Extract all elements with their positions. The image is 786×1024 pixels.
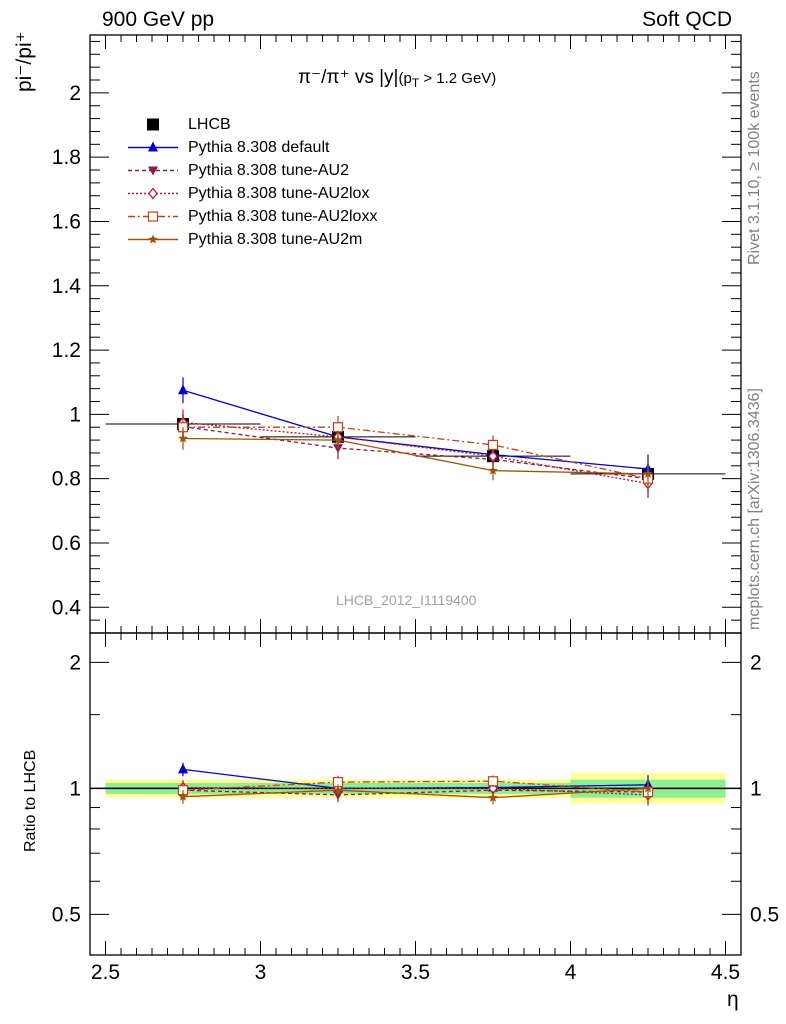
ratio-point <box>178 791 188 801</box>
legend-label: Pythia 8.308 tune-AU2loxx <box>188 208 378 225</box>
series-line <box>182 437 649 475</box>
series-5 <box>178 427 653 487</box>
main-axis-ticks <box>89 35 742 634</box>
data-point <box>178 384 188 395</box>
legend-swatch <box>128 187 178 200</box>
ratio-frame <box>89 632 742 956</box>
main-y-tick-label: 2 <box>69 82 81 105</box>
x-tick-label: 2.5 <box>91 961 120 984</box>
legend-label: LHCB <box>188 116 231 133</box>
legend-label: Pythia 8.308 tune-AU2m <box>188 231 363 248</box>
ratio-y-tick-label-right: 2 <box>750 651 762 674</box>
rivet-version-label: Rivet 3.1.10, ≥ 100k events <box>746 71 763 265</box>
ratio-line <box>182 786 649 796</box>
series-2 <box>178 413 653 494</box>
ratio-point <box>333 785 343 795</box>
ratio-y-tick-label-left: 1 <box>69 777 81 800</box>
ratio-line <box>182 789 649 796</box>
main-y-tick-label: 1.4 <box>52 275 82 298</box>
header-left-label: 900 GeV pp <box>102 8 215 31</box>
header-right-label: Soft QCD <box>642 8 732 31</box>
analysis-watermark: LHCB_2012_I1119400 <box>336 592 477 608</box>
data-point <box>643 468 653 478</box>
main-y-tick-label: 1 <box>69 403 81 426</box>
x-tick-label: 4 <box>565 961 577 984</box>
ratio-y-tick-label-right: 0.5 <box>750 903 779 926</box>
legend-marker <box>148 234 158 244</box>
series-1 <box>178 377 653 484</box>
series-line <box>182 421 649 485</box>
series-line <box>182 425 649 480</box>
ratio-y-tick-label-left: 0.5 <box>52 903 81 926</box>
legend-marker <box>148 187 158 200</box>
main-y-tick-label: 1.8 <box>52 146 81 169</box>
ratio-point <box>487 776 499 787</box>
ratio-y-tick-label-left: 2 <box>69 651 81 674</box>
x-tick-label: 4.5 <box>711 961 740 984</box>
ratio-series-group <box>177 762 654 806</box>
main-y-tick-label: 0.6 <box>52 532 81 555</box>
x-axis-label: η <box>727 988 739 1011</box>
data-point <box>178 433 188 443</box>
ratio-line <box>182 787 649 799</box>
main-y-tick-label: 1.6 <box>52 210 81 233</box>
main-y-tick-label: 0.8 <box>52 468 81 491</box>
legend-marker <box>148 141 158 152</box>
data-point <box>332 422 344 433</box>
legend-swatch <box>128 211 178 222</box>
legend-swatch <box>147 118 159 131</box>
ratio-point <box>488 792 498 802</box>
ratio-point <box>643 783 653 793</box>
legend-label: Pythia 8.308 tune-AU2 <box>188 162 349 179</box>
mcplots-label: mcplots.cern.ch [arXiv:1306.3436] <box>746 388 763 630</box>
main-series-group <box>105 377 726 498</box>
data-point <box>488 465 498 475</box>
legend-swatch <box>128 141 178 152</box>
main-y-tick-label: 0.4 <box>52 596 82 619</box>
series-line <box>182 389 649 470</box>
plot-title: π⁻/π⁺ vs |y|(pT > 1.2 GeV) <box>298 66 496 90</box>
x-tick-label: 3.5 <box>401 961 430 984</box>
ratio-axis-ticks <box>89 619 742 956</box>
legend-swatch <box>128 234 178 244</box>
tick-labels: 2.5 3 3.5 4 4.5 0.4 0.6 0.8 1 1.2 1.4 1.6 1.8 2 0.5 0.5… <box>52 82 779 984</box>
plot-title-main: π⁻/π⁺ vs |y| <box>298 67 399 88</box>
ratio-point <box>178 763 188 774</box>
legend-marker <box>147 211 159 222</box>
main-y-axis-label: pi⁻/pi⁺ <box>13 31 36 92</box>
ratio-series-4 <box>178 779 653 805</box>
legend-label: Pythia 8.308 tune-AU2lox <box>188 185 370 202</box>
legend-marker <box>147 118 159 131</box>
data-point <box>487 439 499 451</box>
legend-label: Pythia 8.308 default <box>188 139 330 156</box>
main-y-tick-label: 1.2 <box>52 339 81 362</box>
ratio-line <box>182 780 649 793</box>
x-tick-label: 3 <box>255 961 267 984</box>
data-point <box>333 435 343 445</box>
plot-title-cut: (pT > 1.2 GeV) <box>398 70 497 90</box>
series-line <box>183 426 649 480</box>
ratio-y-axis-label: Ratio to LHCB <box>22 749 39 852</box>
ratio-y-tick-label-right: 1 <box>750 777 762 800</box>
legend-marker <box>148 166 158 176</box>
legend-swatch <box>128 166 178 176</box>
